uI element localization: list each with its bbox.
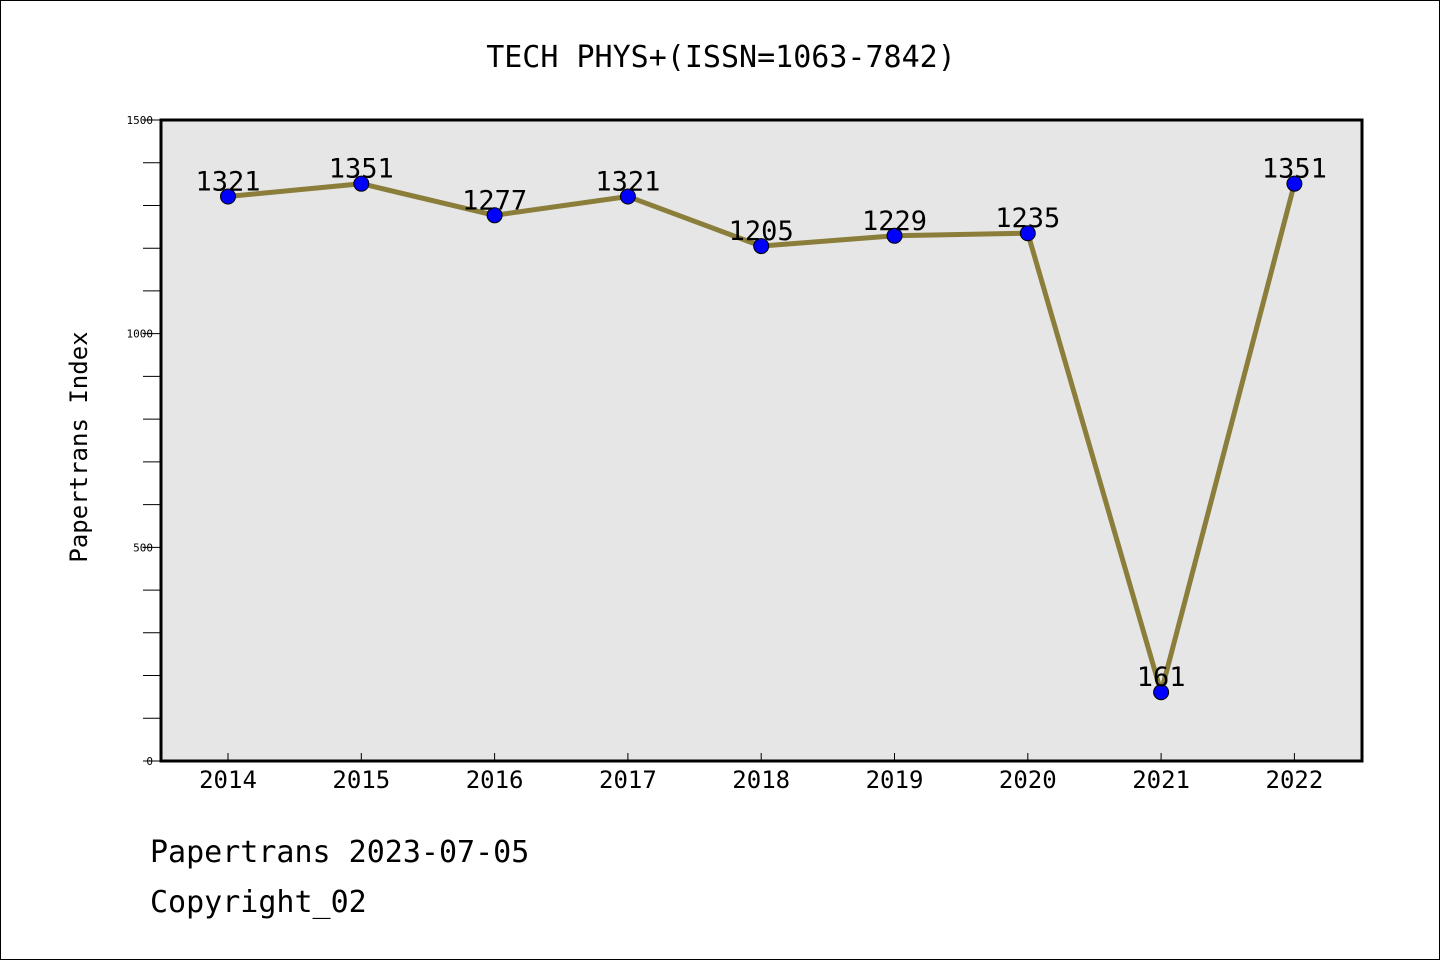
y-tick-label: 500	[133, 541, 153, 554]
y-tick-label: 0	[146, 755, 153, 768]
data-point	[486, 207, 503, 224]
y-tick-label: 1500	[127, 114, 154, 127]
series-layer	[220, 175, 1303, 701]
data-point	[1153, 684, 1170, 701]
data-label: 1351	[329, 154, 394, 185]
y-axis: 0 500 1000 1500	[127, 114, 161, 768]
x-tick-label: 2016	[466, 766, 524, 794]
data-point	[220, 188, 236, 205]
x-tick-label: 2014	[199, 766, 257, 794]
plot-area	[159, 118, 1364, 763]
x-tick-label: 2021	[1132, 766, 1190, 794]
data-labels: 1321 1351 1277 1321 1205 1229 1235 161 1351	[195, 154, 1326, 694]
data-label: 1229	[862, 206, 927, 237]
data-label: 1277	[462, 185, 527, 216]
data-point	[886, 227, 903, 244]
x-tick-label: 2015	[332, 766, 390, 794]
data-label: 161	[1137, 662, 1186, 693]
data-label: 1235	[995, 203, 1060, 234]
x-axis: 2014 2015 2016 2017 2018 2019 2020 2021 2022	[199, 753, 1323, 794]
data-point	[1019, 225, 1036, 242]
y-axis-label: Papertrans Index	[65, 331, 93, 562]
chart-title: TECH PHYS+(ISSN=1063-7842)	[486, 40, 956, 75]
data-label: 1321	[595, 166, 660, 197]
data-label: 1321	[195, 166, 260, 197]
data-label: 1205	[729, 216, 794, 247]
x-tick-label: 2018	[732, 766, 790, 794]
data-label: 1351	[1262, 154, 1327, 185]
data-point	[753, 238, 770, 255]
footer-source-line: Papertrans 2023-07-05	[150, 835, 530, 870]
x-tick-label: 2022	[1266, 766, 1324, 794]
data-point	[1286, 175, 1303, 192]
y-tick-label: 1000	[127, 328, 154, 341]
x-tick-label: 2020	[999, 766, 1057, 794]
data-point	[619, 188, 636, 205]
data-point	[353, 175, 370, 192]
footer-copyright-line: Copyright_02	[150, 885, 367, 920]
x-tick-label: 2017	[599, 766, 657, 794]
x-tick-label: 2019	[866, 766, 924, 794]
